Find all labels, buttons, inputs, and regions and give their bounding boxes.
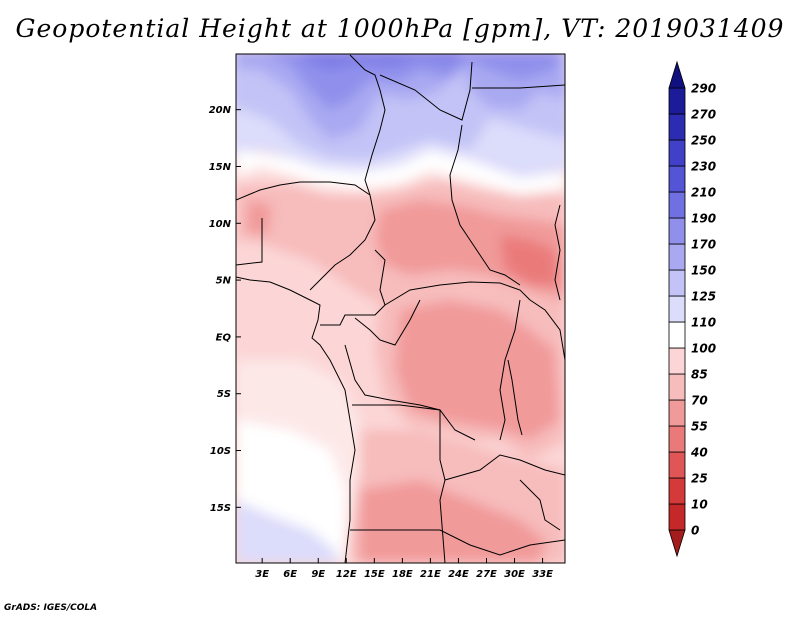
border-west-small: [236, 218, 263, 266]
chart-title: Geopotential Height at 1000hPa [gpm], VT…: [15, 14, 785, 43]
colorbar-label: 110: [691, 316, 716, 330]
field-band-70-congo: [395, 300, 560, 440]
border-lake-tanganyika: [507, 359, 523, 436]
colorbar-label: 55: [691, 420, 708, 434]
border-east-africa: [529, 299, 565, 361]
field-band-55-north: [500, 235, 560, 285]
lon-tick-label: 24E: [448, 569, 469, 580]
lat-tick-label: 15N: [209, 162, 232, 173]
border-nigeria-east: [309, 194, 376, 291]
field-band-210: [302, 54, 459, 70]
border-drc-west: [354, 299, 421, 346]
geopotential-field: [236, 54, 565, 563]
field-band-110: [236, 150, 565, 195]
lat-tick-label: 15S: [210, 503, 231, 514]
border-cameroon-car: [320, 249, 386, 326]
colorbar-label: 270: [691, 108, 716, 122]
lon-tick-label: 33E: [532, 569, 553, 580]
colorbar-segment: [668, 217, 686, 245]
border-mozambique: [519, 479, 561, 531]
colorbar-label: 150: [691, 264, 716, 278]
colorbar-label: 210: [691, 186, 716, 200]
lon-tick-label: 15E: [364, 569, 385, 580]
colorbar-label: 100: [691, 342, 716, 356]
colorbar-label: 230: [691, 160, 716, 174]
colorbar-label: 40: [690, 446, 708, 460]
colorbar-segment: [668, 165, 686, 193]
border-chad-sudan: [449, 124, 521, 286]
colorbar-label: 25: [691, 472, 708, 486]
colorbar-label: 250: [691, 134, 716, 148]
lon-tick-label: 27E: [476, 569, 497, 580]
border-congo-drc: [344, 344, 476, 441]
colorbar-segment: [668, 87, 686, 115]
colorbar-segment: [668, 113, 686, 141]
colorbar-segment: [668, 529, 686, 558]
field-band-190: [268, 54, 559, 110]
colorbar-segment: [668, 347, 686, 375]
colorbar-segment: [668, 321, 686, 349]
colorbar: 0 10 25 40 55 70 85 100 110 125 150 170 190 210 230 250…: [668, 60, 716, 558]
colorbar-label: 125: [691, 290, 716, 304]
border-car-drc: [384, 281, 531, 306]
colorbar-label: 0: [691, 524, 699, 538]
lon-tick-label: 3E: [255, 569, 269, 580]
lon-tick-label: 21E: [420, 569, 441, 580]
lat-tick-label: 20N: [209, 105, 232, 116]
colorbar-label: 190: [691, 212, 716, 226]
field-band-70-south: [360, 480, 545, 563]
lon-tick-label: 12E: [336, 569, 357, 580]
country-borders: [236, 54, 565, 563]
colorbar-segment: [668, 191, 686, 219]
colorbar-segment: [668, 139, 686, 167]
border-libya-chad: [379, 61, 473, 121]
grads-credit: GrADS: IGES/COLA: [4, 603, 98, 613]
border-sudan-ethiopia: [554, 204, 561, 301]
border-south: [350, 529, 565, 556]
lat-tick-label: 5N: [216, 276, 232, 287]
colorbar-segment: [668, 269, 686, 297]
colorbar-segment: [668, 451, 686, 479]
colorbar-label: 10: [691, 498, 708, 512]
border-nigeria-north: [236, 181, 371, 201]
border-great-lakes: [499, 299, 521, 441]
border-zambia: [444, 454, 565, 481]
border-sudan-east: [472, 84, 565, 89]
colorbar-segment: [668, 503, 686, 531]
colorbar-label: 70: [691, 394, 708, 408]
colorbar-segment: [668, 477, 686, 505]
lon-tick-label: 30E: [504, 569, 525, 580]
border-angola-north: [352, 404, 441, 430]
colorbar-segment: [668, 60, 686, 89]
lat-tick-label: 10S: [210, 446, 231, 457]
colorbar-label: 170: [691, 238, 716, 252]
lon-tick-label: 9E: [311, 569, 325, 580]
colorbar-segment: [668, 295, 686, 323]
colorbar-segment: [668, 243, 686, 271]
plot-frame: [235, 53, 566, 564]
colorbar-label: 290: [691, 82, 716, 96]
lat-tick-label: 10N: [209, 219, 232, 230]
latitude-axis: 20N 15N 10N 5N EQ 5S 10S 15S: [209, 105, 241, 514]
colorbar-label: 85: [691, 368, 708, 382]
colorbar-segment: [668, 425, 686, 453]
longitude-axis: 3E 6E 9E 12E 15E 18E 21E 24E 27E 30E 33E: [255, 558, 553, 580]
lat-tick-label: EQ: [216, 332, 232, 343]
lon-tick-label: 18E: [392, 569, 413, 580]
colorbar-segment: [668, 399, 686, 427]
coastline-west: [236, 276, 356, 563]
field-band-55-west: [246, 200, 272, 235]
colorbar-segment: [668, 373, 686, 401]
lat-tick-label: 5S: [217, 389, 231, 400]
field-band-125-atlantic: [236, 500, 340, 563]
lon-tick-label: 6E: [283, 569, 297, 580]
border-niger-chad: [349, 54, 386, 196]
